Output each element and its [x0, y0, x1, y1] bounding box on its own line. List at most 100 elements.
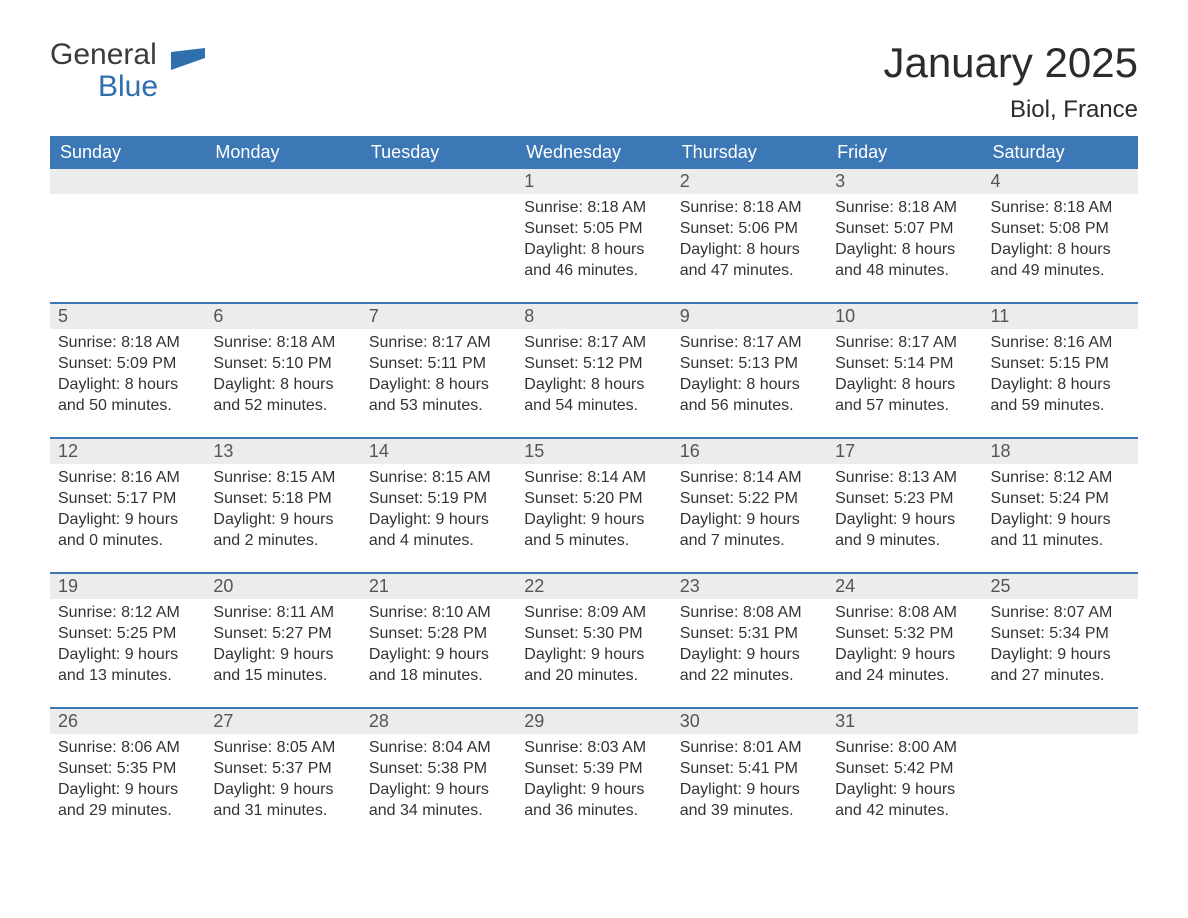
day-number: 10: [827, 304, 982, 329]
day-header: Wednesday: [516, 136, 671, 169]
day-line: Daylight: 9 hours: [524, 510, 663, 531]
title-block: January 2025 Biol, France: [883, 40, 1138, 124]
day-number: 2: [672, 169, 827, 194]
day-line: and 24 minutes.: [835, 666, 974, 687]
day-line: Daylight: 8 hours: [524, 240, 663, 261]
day-line: Sunrise: 8:10 AM: [369, 603, 508, 624]
day-cell: Sunrise: 8:07 AMSunset: 5:34 PMDaylight:…: [983, 599, 1138, 691]
day-cell: Sunrise: 8:00 AMSunset: 5:42 PMDaylight:…: [827, 734, 982, 826]
week-content-row: Sunrise: 8:18 AMSunset: 5:09 PMDaylight:…: [50, 329, 1138, 437]
day-cell: Sunrise: 8:05 AMSunset: 5:37 PMDaylight:…: [205, 734, 360, 826]
day-line: Sunset: 5:17 PM: [58, 489, 197, 510]
day-line: Sunset: 5:12 PM: [524, 354, 663, 375]
day-line: Sunrise: 8:17 AM: [680, 333, 819, 354]
day-line: Sunrise: 8:18 AM: [213, 333, 352, 354]
brand-flag-icon: [171, 46, 205, 76]
day-line: Daylight: 8 hours: [524, 375, 663, 396]
day-line: and 47 minutes.: [680, 261, 819, 282]
day-cell: Sunrise: 8:16 AMSunset: 5:15 PMDaylight:…: [983, 329, 1138, 421]
day-cell: Sunrise: 8:03 AMSunset: 5:39 PMDaylight:…: [516, 734, 671, 826]
day-line: Daylight: 8 hours: [213, 375, 352, 396]
day-line: Sunrise: 8:12 AM: [58, 603, 197, 624]
day-line: and 39 minutes.: [680, 801, 819, 822]
day-line: and 20 minutes.: [524, 666, 663, 687]
day-line: Sunrise: 8:11 AM: [213, 603, 352, 624]
page-header: General Blue January 2025 Biol, France: [50, 40, 1138, 124]
day-line: Sunrise: 8:08 AM: [680, 603, 819, 624]
day-line: Sunrise: 8:14 AM: [680, 468, 819, 489]
day-header: Saturday: [983, 136, 1138, 169]
day-number: 17: [827, 439, 982, 464]
day-line: Sunset: 5:25 PM: [58, 624, 197, 645]
day-line: Sunrise: 8:16 AM: [991, 333, 1130, 354]
day-header: Thursday: [672, 136, 827, 169]
day-cell: Sunrise: 8:18 AMSunset: 5:05 PMDaylight:…: [516, 194, 671, 286]
day-cell: Sunrise: 8:08 AMSunset: 5:31 PMDaylight:…: [672, 599, 827, 691]
day-number: 28: [361, 709, 516, 734]
day-line: Sunset: 5:06 PM: [680, 219, 819, 240]
day-line: Daylight: 8 hours: [58, 375, 197, 396]
day-number: 6: [205, 304, 360, 329]
day-cell: Sunrise: 8:11 AMSunset: 5:27 PMDaylight:…: [205, 599, 360, 691]
day-line: Sunrise: 8:14 AM: [524, 468, 663, 489]
day-line: Sunrise: 8:06 AM: [58, 738, 197, 759]
day-line: Sunrise: 8:18 AM: [524, 198, 663, 219]
day-number: 22: [516, 574, 671, 599]
day-line: Daylight: 8 hours: [991, 240, 1130, 261]
daynum-strip: 567891011: [50, 304, 1138, 329]
day-line: Sunrise: 8:13 AM: [835, 468, 974, 489]
day-line: and 7 minutes.: [680, 531, 819, 552]
day-number: 15: [516, 439, 671, 464]
day-line: and 5 minutes.: [524, 531, 663, 552]
day-number: 12: [50, 439, 205, 464]
day-line: and 27 minutes.: [991, 666, 1130, 687]
day-line: Daylight: 9 hours: [213, 510, 352, 531]
day-cell: Sunrise: 8:13 AMSunset: 5:23 PMDaylight:…: [827, 464, 982, 556]
daynum-strip: 1234: [50, 169, 1138, 194]
day-number: 30: [672, 709, 827, 734]
day-line: and 11 minutes.: [991, 531, 1130, 552]
day-line: Sunrise: 8:17 AM: [524, 333, 663, 354]
day-cell: Sunrise: 8:14 AMSunset: 5:20 PMDaylight:…: [516, 464, 671, 556]
day-number: 25: [983, 574, 1138, 599]
day-line: Sunset: 5:37 PM: [213, 759, 352, 780]
day-cell: Sunrise: 8:17 AMSunset: 5:14 PMDaylight:…: [827, 329, 982, 421]
day-cell: [983, 734, 1138, 826]
day-number: 16: [672, 439, 827, 464]
day-line: and 53 minutes.: [369, 396, 508, 417]
day-line: and 31 minutes.: [213, 801, 352, 822]
week-block: 19202122232425Sunrise: 8:12 AMSunset: 5:…: [50, 572, 1138, 707]
day-number: 29: [516, 709, 671, 734]
day-cell: Sunrise: 8:18 AMSunset: 5:07 PMDaylight:…: [827, 194, 982, 286]
day-line: Sunset: 5:22 PM: [680, 489, 819, 510]
week-content-row: Sunrise: 8:18 AMSunset: 5:05 PMDaylight:…: [50, 194, 1138, 302]
day-line: Daylight: 9 hours: [680, 780, 819, 801]
day-cell: Sunrise: 8:16 AMSunset: 5:17 PMDaylight:…: [50, 464, 205, 556]
day-line: Sunset: 5:23 PM: [835, 489, 974, 510]
day-line: Daylight: 9 hours: [680, 645, 819, 666]
day-number: 3: [827, 169, 982, 194]
day-number: 19: [50, 574, 205, 599]
day-line: Daylight: 9 hours: [213, 645, 352, 666]
day-number: [205, 169, 360, 194]
day-number: 18: [983, 439, 1138, 464]
day-line: Sunset: 5:24 PM: [991, 489, 1130, 510]
day-number: 1: [516, 169, 671, 194]
day-header: Sunday: [50, 136, 205, 169]
day-cell: Sunrise: 8:12 AMSunset: 5:24 PMDaylight:…: [983, 464, 1138, 556]
day-line: Daylight: 8 hours: [835, 240, 974, 261]
day-line: Sunset: 5:05 PM: [524, 219, 663, 240]
day-line: Sunrise: 8:17 AM: [835, 333, 974, 354]
day-line: Daylight: 9 hours: [991, 645, 1130, 666]
week-content-row: Sunrise: 8:06 AMSunset: 5:35 PMDaylight:…: [50, 734, 1138, 842]
day-number: 27: [205, 709, 360, 734]
day-cell: Sunrise: 8:18 AMSunset: 5:08 PMDaylight:…: [983, 194, 1138, 286]
day-line: and 22 minutes.: [680, 666, 819, 687]
day-line: Daylight: 9 hours: [58, 510, 197, 531]
day-line: Sunset: 5:20 PM: [524, 489, 663, 510]
day-line: Sunset: 5:32 PM: [835, 624, 974, 645]
day-line: Sunrise: 8:18 AM: [991, 198, 1130, 219]
day-cell: Sunrise: 8:09 AMSunset: 5:30 PMDaylight:…: [516, 599, 671, 691]
day-line: Daylight: 9 hours: [680, 510, 819, 531]
day-cell: [205, 194, 360, 286]
